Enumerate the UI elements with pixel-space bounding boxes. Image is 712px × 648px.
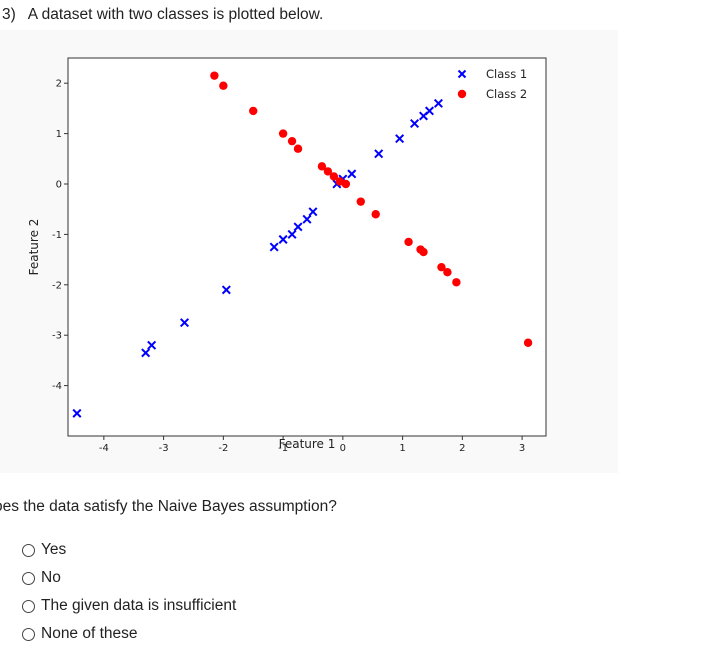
class-1-point (269, 242, 279, 252)
class-2-point (341, 179, 351, 189)
legend-marker-class-2 (457, 89, 467, 99)
x-tick-label: -3 (159, 443, 169, 454)
answer-options: Yes No The given data is insufficient No… (22, 536, 236, 648)
radio-no[interactable] (22, 571, 35, 585)
class-2-point (287, 136, 297, 146)
class-1-point (278, 234, 288, 244)
question-prompt: A dataset with two classes is plotted be… (27, 6, 324, 23)
y-tick-label: 2 (56, 79, 62, 90)
option-label: No (41, 569, 61, 586)
question-text: oes the data satisfy the Naive Bayes ass… (0, 498, 337, 515)
class-1-point (221, 285, 231, 295)
class-2-point (329, 172, 339, 181)
radio-none-of-these[interactable] (22, 627, 35, 641)
y-axis-ticks: -4 -3 -2 -1 0 1 2 (52, 79, 68, 392)
option-none-of-these[interactable]: None of these (22, 620, 236, 648)
x-tick-label: -4 (99, 443, 109, 454)
option-no[interactable]: No (22, 564, 236, 592)
x-tick-label: 2 (459, 443, 465, 454)
class-1-point (287, 229, 297, 239)
radio-yes[interactable] (22, 543, 35, 557)
class-2-point (293, 144, 303, 153)
class-2-point (452, 278, 461, 287)
class-2-point (523, 338, 533, 347)
x-axis-ticks: -4 -3 -2 -1 0 1 2 3 (99, 436, 525, 454)
y-tick-label: -4 (52, 381, 62, 392)
class-1-point (347, 169, 357, 179)
class-1-point (395, 134, 405, 144)
plot-area (67, 57, 547, 437)
class-2-point (419, 247, 428, 257)
data-points (72, 71, 533, 418)
class-1-point (424, 106, 434, 116)
x-axis-label: Feature 1 (279, 437, 336, 451)
class-2-point (323, 167, 333, 176)
y-axis-label: Feature 2 (27, 219, 41, 276)
option-insufficient[interactable]: The given data is insufficient (22, 592, 236, 620)
class-1-point (410, 119, 420, 129)
class-2-point (443, 268, 452, 277)
class-2-point (404, 237, 413, 247)
option-label: Yes (41, 541, 67, 558)
y-tick-label: 1 (56, 129, 62, 140)
legend-marker-class-1 (457, 69, 467, 79)
class-2-point (356, 197, 365, 206)
class-2-point (437, 262, 446, 272)
class-2-point (278, 129, 288, 138)
y-tick-label: 0 (56, 180, 62, 191)
x-tick-label: 0 (340, 443, 346, 454)
y-tick-label: -1 (52, 230, 62, 241)
chart-legend: Class 1 Class 2 (457, 67, 527, 101)
class-1-point (180, 318, 190, 328)
class-2-point (219, 81, 228, 90)
class-1-point (374, 149, 384, 159)
x-tick-label: -2 (218, 443, 228, 454)
class-1-point (293, 222, 303, 232)
class-1-point (433, 98, 443, 108)
question-number: 3) (2, 6, 16, 23)
class-2-point (210, 71, 219, 80)
class-1-point (302, 214, 312, 224)
class-1-point (72, 408, 82, 418)
class-2-point (371, 210, 380, 219)
x-tick-label: 3 (519, 443, 525, 454)
class-1-point (308, 207, 318, 217)
legend-label: Class 1 (486, 67, 527, 81)
x-tick-label: -1 (278, 443, 288, 454)
legend-label: Class 2 (486, 87, 527, 101)
y-tick-label: -3 (52, 331, 62, 342)
option-yes[interactable]: Yes (22, 536, 236, 564)
question-header: 3) A dataset with two classes is plotted … (2, 6, 323, 24)
class-2-point (317, 162, 327, 171)
class-1-point (147, 340, 157, 350)
option-label: The given data is insufficient (41, 597, 237, 614)
class-1-point (141, 348, 151, 358)
y-tick-label: -2 (52, 280, 62, 291)
class-2-point (249, 106, 258, 116)
x-tick-label: 1 (399, 443, 405, 454)
option-label: None of these (41, 625, 138, 642)
radio-insufficient[interactable] (22, 599, 35, 613)
scatter-figure: -4 -3 -2 -1 0 1 2 3 -4 -3 -2 -1 0 1 2 Feature 1 Featu… (0, 30, 618, 473)
scatter-chart: -4 -3 -2 -1 0 1 2 3 -4 -3 -2 -1 0 1 2 Feature 1 Featu… (27, 57, 547, 454)
